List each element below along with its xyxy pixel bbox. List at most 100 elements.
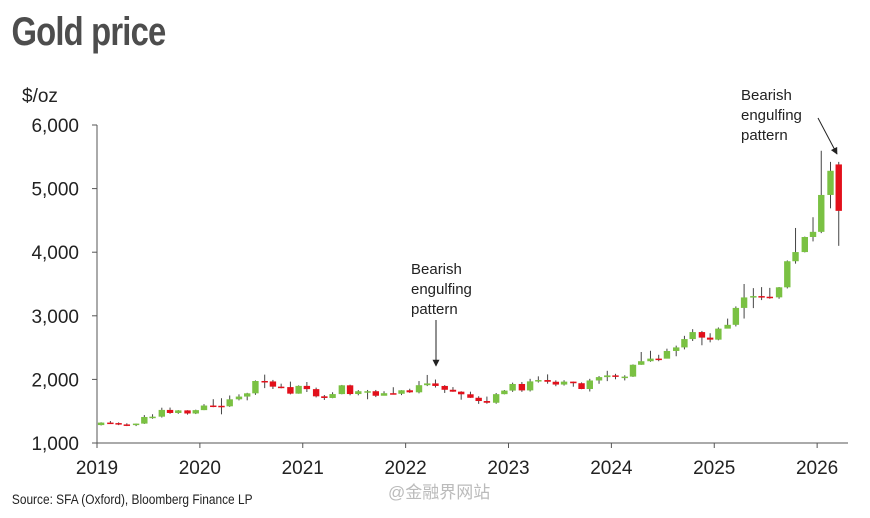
annotation: Bearish bbox=[411, 261, 462, 278]
x-tick-label: 2023 bbox=[487, 458, 529, 479]
annotation: engulfing bbox=[411, 281, 472, 298]
candle-body bbox=[158, 409, 166, 417]
candle-body bbox=[766, 296, 774, 299]
candle-body bbox=[312, 389, 320, 397]
candle-body bbox=[210, 405, 217, 408]
candle-body bbox=[467, 394, 474, 398]
candle-body bbox=[226, 399, 233, 407]
candle-body bbox=[132, 423, 140, 426]
candle-body bbox=[269, 381, 277, 387]
candle-body bbox=[586, 380, 593, 390]
candle-body bbox=[277, 386, 285, 389]
annotation: pattern bbox=[741, 127, 788, 144]
candle-body bbox=[107, 422, 114, 425]
candle-body bbox=[672, 347, 680, 351]
candle-body bbox=[115, 423, 122, 425]
candle-body bbox=[123, 424, 131, 426]
candle-body bbox=[97, 422, 105, 426]
candle-body bbox=[578, 383, 585, 390]
candle-body bbox=[732, 307, 740, 325]
candle-body bbox=[261, 380, 268, 383]
candle-body bbox=[715, 328, 722, 340]
candle-body bbox=[200, 405, 208, 411]
candle-body bbox=[303, 385, 311, 390]
y-tick-label: 5,000 bbox=[31, 180, 79, 201]
x-tick-label: 2025 bbox=[693, 458, 735, 479]
candle-body bbox=[398, 390, 405, 394]
candle-body bbox=[526, 381, 534, 391]
x-tick-label: 2026 bbox=[796, 458, 838, 479]
candle-body bbox=[612, 375, 619, 377]
candle-body bbox=[295, 385, 302, 394]
candle-body bbox=[792, 252, 799, 262]
x-tick-label: 2024 bbox=[590, 458, 633, 479]
candle-body bbox=[809, 231, 817, 237]
candle-body bbox=[424, 383, 431, 386]
chart-title: Gold price bbox=[11, 9, 165, 54]
candle-body bbox=[552, 381, 560, 385]
candle-body bbox=[629, 364, 637, 377]
candle-body bbox=[492, 394, 500, 403]
candle-body bbox=[835, 164, 842, 211]
candle-body bbox=[689, 332, 696, 340]
candle-body bbox=[355, 391, 362, 395]
candle-body bbox=[380, 393, 388, 396]
candle-body bbox=[638, 361, 645, 365]
annotation: engulfing bbox=[741, 107, 802, 124]
candle-body bbox=[457, 391, 465, 395]
candle-body bbox=[621, 376, 628, 379]
candle-body bbox=[655, 358, 662, 361]
candle-body bbox=[544, 380, 551, 382]
candle-body bbox=[244, 393, 251, 397]
candle-body bbox=[750, 296, 757, 298]
candle-body bbox=[346, 385, 354, 395]
candle-body bbox=[252, 380, 259, 394]
candle-body bbox=[827, 170, 834, 195]
candle-body bbox=[483, 401, 491, 403]
candle-body bbox=[758, 296, 765, 298]
candle-body bbox=[509, 383, 516, 391]
candle-body bbox=[784, 261, 791, 288]
candle-body bbox=[560, 381, 568, 385]
y-tick-label: 3,000 bbox=[31, 307, 79, 328]
annotation-arrow bbox=[817, 117, 838, 155]
x-tick-label: 2019 bbox=[76, 458, 118, 479]
annotation: pattern bbox=[411, 301, 458, 318]
y-axis-unit: $/oz bbox=[22, 86, 58, 107]
candle-body bbox=[775, 287, 783, 298]
candle-body bbox=[184, 410, 191, 414]
x-tick-label: 2021 bbox=[282, 458, 324, 479]
candle-body bbox=[449, 389, 457, 392]
candle-body bbox=[475, 397, 482, 402]
candle-body bbox=[518, 383, 526, 391]
candle-body bbox=[364, 391, 371, 393]
candle-body bbox=[321, 396, 328, 398]
candle-body bbox=[149, 416, 156, 419]
x-tick-label: 2022 bbox=[384, 458, 426, 479]
candle-body bbox=[698, 332, 706, 338]
candle-body bbox=[329, 394, 336, 398]
y-tick-label: 1,000 bbox=[31, 434, 79, 455]
candle-body bbox=[595, 377, 603, 381]
candle-body bbox=[287, 387, 294, 394]
x-tick-label: 2020 bbox=[179, 458, 221, 479]
candle-body bbox=[141, 416, 148, 424]
candle-body bbox=[801, 236, 808, 253]
candle-body bbox=[570, 381, 577, 384]
y-tick-label: 2,000 bbox=[31, 370, 79, 391]
candle-body bbox=[535, 380, 542, 382]
candle-body bbox=[235, 396, 243, 400]
y-tick-label: 6,000 bbox=[31, 116, 79, 137]
candle-body bbox=[432, 383, 439, 386]
candle-body bbox=[681, 339, 688, 348]
candle-body bbox=[166, 409, 174, 413]
watermark: @金融界网站 bbox=[388, 483, 490, 502]
candle-body bbox=[663, 350, 671, 359]
candle-body bbox=[740, 297, 748, 308]
candle-body bbox=[218, 405, 225, 408]
candle-body bbox=[390, 393, 397, 395]
candle-body bbox=[338, 385, 346, 395]
candle-body bbox=[647, 358, 654, 362]
candle-body bbox=[818, 194, 825, 232]
